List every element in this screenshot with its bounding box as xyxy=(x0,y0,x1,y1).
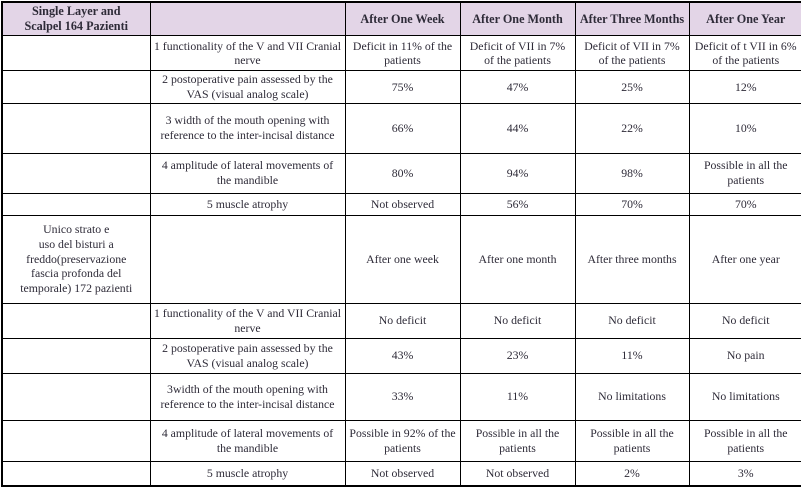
row-label-cell: 3 width of the mouth opening with refere… xyxy=(149,102,346,154)
value-cell: 44% xyxy=(459,102,576,154)
value-cell: 23% xyxy=(459,337,576,374)
col-header-after-one-year: After One Year xyxy=(688,1,801,37)
value-cell: 70% xyxy=(688,192,801,216)
value-cell: 47% xyxy=(459,70,576,104)
empty-cell xyxy=(1,302,151,339)
value-cell: Deficit of t VII in 6% of the patients xyxy=(688,35,801,72)
value-cell: 56% xyxy=(459,192,576,216)
col-header-after-one-week: After One Week xyxy=(344,1,461,37)
table-row: 3 width of the mouth opening with refere… xyxy=(1,102,801,154)
table-row: 3width of the mouth opening with referen… xyxy=(1,372,801,421)
row-label-cell: 1 functionality of the V and VII Cranial… xyxy=(149,35,346,72)
value-cell: No deficit xyxy=(688,302,801,339)
value-cell: No deficit xyxy=(459,302,576,339)
value-cell: 98% xyxy=(574,152,690,194)
value-cell: Deficit in 11% of the patients xyxy=(344,35,461,72)
section-1-group-label-cell: Single Layer and Scalpel 164 Pazienti xyxy=(1,1,151,37)
value-cell: 10% xyxy=(688,102,801,154)
table-row: 4 amplitude of lateral movements of the … xyxy=(1,152,801,194)
value-cell: No deficit xyxy=(344,302,461,339)
value-cell: 43% xyxy=(344,337,461,374)
table-row: 5 muscle atrophy Not observed 56% 70% 70… xyxy=(1,192,801,216)
empty-cell xyxy=(1,192,151,216)
empty-cell xyxy=(1,70,151,104)
empty-cell xyxy=(1,152,151,194)
table-row: 2 postoperative pain assessed by the VAS… xyxy=(1,70,801,104)
value-cell: Possible in all the patients xyxy=(688,152,801,194)
value-cell: 70% xyxy=(574,192,690,216)
value-cell: 75% xyxy=(344,70,461,104)
table-row: 4 amplitude of lateral movements of the … xyxy=(1,419,801,462)
table-row: Unico strato e uso del bisturi a freddo(… xyxy=(1,214,801,304)
table-row: 1 functionality of the V and VII Cranial… xyxy=(1,302,801,339)
empty-cell xyxy=(1,337,151,374)
value-cell: 3% xyxy=(688,460,801,487)
value-cell: 80% xyxy=(344,152,461,194)
row-label-cell: 4 amplitude of lateral movements of the … xyxy=(149,419,346,462)
row-label-cell: 3width of the mouth opening with referen… xyxy=(149,372,346,421)
value-cell: No limitations xyxy=(688,372,801,421)
row-label-cell: 2 postoperative pain assessed by the VAS… xyxy=(149,337,346,374)
value-cell: 11% xyxy=(574,337,690,374)
section-2-group-label-cell: Unico strato e uso del bisturi a freddo(… xyxy=(1,214,151,304)
value-cell: Not observed xyxy=(344,460,461,487)
row-label-cell: 4 amplitude of lateral movements of the … xyxy=(149,152,346,194)
value-cell: Deficit of VII in 7% of the patients xyxy=(574,35,690,72)
table-row: Single Layer and Scalpel 164 Pazienti Af… xyxy=(1,1,801,37)
table-row: 2 postoperative pain assessed by the VAS… xyxy=(1,337,801,374)
empty-cell xyxy=(1,35,151,72)
value-cell: Not observed xyxy=(344,192,461,216)
value-cell: 66% xyxy=(344,102,461,154)
value-cell: Possible in all the patients xyxy=(574,419,690,462)
value-cell: 33% xyxy=(344,372,461,421)
value-cell: No limitations xyxy=(574,372,690,421)
value-cell: Possible in all the patients xyxy=(459,419,576,462)
empty-cell xyxy=(1,419,151,462)
empty-cell xyxy=(1,102,151,154)
empty-cell xyxy=(1,372,151,421)
col-header-after-three-months: After Three Months xyxy=(574,1,690,37)
subheader-after-one-week: After one week xyxy=(344,214,461,304)
value-cell: No pain xyxy=(688,337,801,374)
value-cell: No deficit xyxy=(574,302,690,339)
value-cell: Not observed xyxy=(459,460,576,487)
value-cell: 25% xyxy=(574,70,690,104)
row-label-cell: 1 functionality of the V and VII Cranial… xyxy=(149,302,346,339)
row-label-cell: 2 postoperative pain assessed by the VAS… xyxy=(149,70,346,104)
subheader-after-one-year: After one year xyxy=(688,214,801,304)
empty-cell xyxy=(1,460,151,487)
value-cell: Deficit of VII in 7% of the patients xyxy=(459,35,576,72)
empty-cell xyxy=(149,214,346,304)
value-cell: 11% xyxy=(459,372,576,421)
value-cell: 94% xyxy=(459,152,576,194)
value-cell: 12% xyxy=(688,70,801,104)
empty-header-cell xyxy=(149,1,346,37)
subheader-after-one-month: After one month xyxy=(459,214,576,304)
value-cell: Possible in 92% of the patients xyxy=(344,419,461,462)
col-header-after-one-month: After One Month xyxy=(459,1,576,37)
row-label-cell: 5 muscle atrophy xyxy=(149,192,346,216)
value-cell: Possible in all the patients xyxy=(688,419,801,462)
table-row: 1 functionality of the V and VII Cranial… xyxy=(1,35,801,72)
row-label-cell: 5 muscle atrophy xyxy=(149,460,346,487)
value-cell: 2% xyxy=(574,460,690,487)
table-row: 5 muscle atrophy Not observed Not observ… xyxy=(1,460,801,487)
value-cell: 22% xyxy=(574,102,690,154)
subheader-after-three-months: After three months xyxy=(574,214,690,304)
